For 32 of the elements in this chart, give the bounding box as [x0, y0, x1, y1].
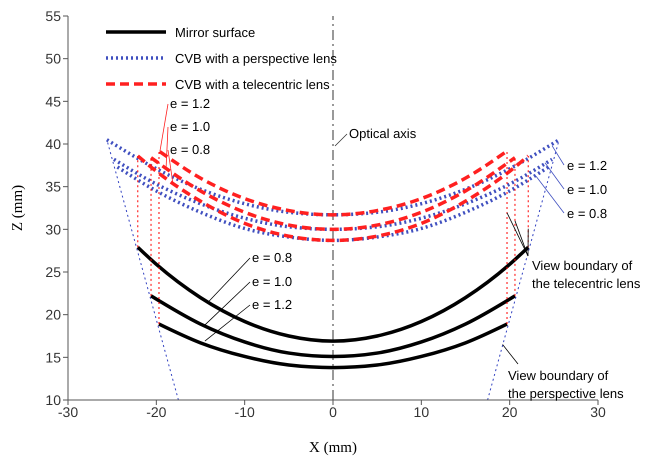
annotation: e = 0.8	[170, 142, 210, 157]
ref-line-label: Optical axis	[349, 126, 417, 141]
y-tick-label: 25	[45, 264, 62, 280]
x-tick-label: 20	[502, 404, 518, 420]
legend-label: CVB with a telecentric lens	[175, 76, 330, 92]
legend-label: Mirror surface	[175, 24, 256, 40]
x-tick-label: 0	[329, 404, 338, 420]
legend-label: CVB with a perspective lens	[175, 50, 337, 66]
y-tick-label: 45	[45, 93, 62, 110]
annotation: e = 0.8	[567, 206, 608, 221]
y-tick-label: 35	[45, 178, 62, 195]
annotation: e = 1.2	[170, 96, 210, 111]
y-tick-label: 30	[45, 221, 62, 238]
y-tick-label: 40	[45, 136, 62, 152]
annotation: e = 1.0	[170, 119, 210, 134]
annotation: e = 1.2	[567, 158, 608, 173]
x-axis-title: X (mm)	[309, 440, 357, 456]
y-axis-title: Z (mm)	[10, 184, 26, 232]
annotation: e = 1.2	[252, 297, 292, 312]
annotation: View boundary of the perspective lens	[508, 368, 624, 401]
annotation: e = 1.0	[567, 182, 608, 197]
x-tick-label: 30	[590, 404, 606, 420]
annotation: e = 0.8	[252, 250, 292, 265]
x-tick-label: 10	[414, 404, 430, 420]
y-tick-label: 55	[45, 8, 62, 24]
annotation: View boundary of the telecentric lens	[532, 258, 641, 291]
annotation: e = 1.0	[252, 274, 292, 289]
x-tick-label: -20	[146, 404, 167, 420]
y-tick-label: 50	[45, 50, 62, 67]
x-tick-label: -10	[234, 404, 255, 420]
y-tick-label: 20	[45, 306, 62, 323]
y-tick-label: 15	[45, 349, 62, 366]
